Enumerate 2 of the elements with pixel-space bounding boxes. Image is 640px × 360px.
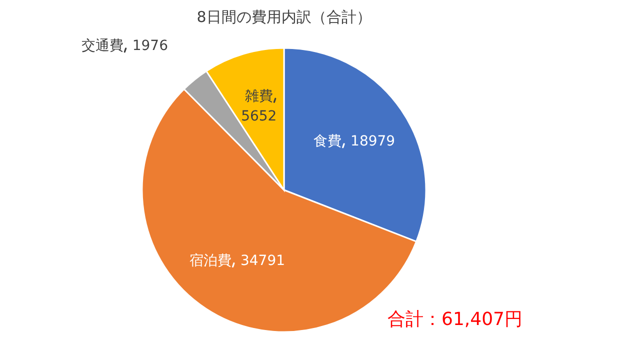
title: 8日間の費用内訳（合計） [196,8,372,26]
annotation: 合計：61,407円 [388,308,522,330]
